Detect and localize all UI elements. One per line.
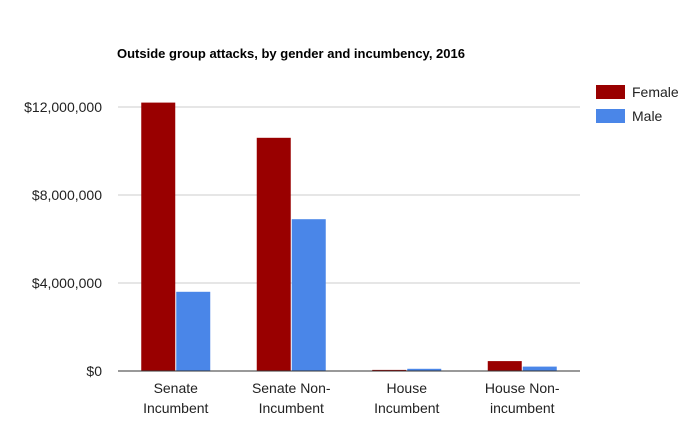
y-tick-label: $8,000,000	[32, 187, 102, 203]
bar-male-2	[291, 219, 326, 371]
legend-label-male: Male	[632, 108, 663, 124]
bars	[141, 102, 557, 371]
bar-female-1	[141, 102, 176, 371]
y-axis-tick-labels: $0 $4,000,000 $8,000,000 $12,000,000	[24, 99, 102, 379]
gridlines	[118, 106, 580, 284]
x-tick-label: Senate Incumbent	[143, 380, 208, 416]
y-tick-label: $4,000,000	[32, 275, 102, 291]
x-tick-label: House Non-incumbent	[485, 380, 560, 416]
legend-swatch-female	[596, 85, 625, 99]
chart-title: Outside group attacks, by gender and inc…	[117, 46, 465, 61]
x-axis-category-labels: Senate Incumbent Senate Non-Incumbent House…	[143, 380, 560, 416]
legend-swatch-male	[596, 109, 625, 123]
bar-female-2	[256, 137, 291, 371]
x-tick-label: House Incumbent	[374, 380, 439, 416]
legend-label-female: Female	[632, 84, 679, 100]
bar-male-4	[522, 366, 557, 371]
x-tick-label: Senate Non-Incumbent	[252, 380, 331, 416]
bar-male-1	[176, 291, 211, 371]
legend: Female Male	[596, 84, 679, 124]
bar-male-3	[407, 368, 442, 371]
y-tick-label: $0	[86, 363, 102, 379]
y-tick-label: $12,000,000	[24, 99, 102, 115]
bar-female-3	[372, 369, 407, 371]
bar-female-4	[487, 361, 522, 371]
